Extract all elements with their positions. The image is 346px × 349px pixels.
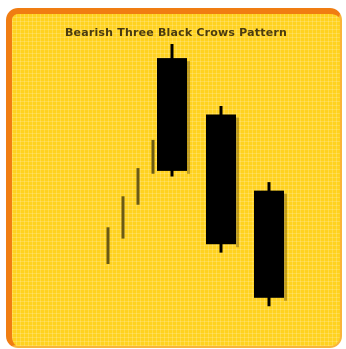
- candlestick-chart: [106, 44, 287, 307]
- chart-title: Bearish Three Black Crows Pattern: [64, 26, 288, 39]
- candle-body: [254, 190, 284, 298]
- candle-body: [157, 58, 187, 171]
- candle-shadow: [284, 193, 287, 301]
- candle-shadow: [236, 117, 239, 248]
- candle-body: [206, 114, 236, 245]
- candle-shadow: [187, 61, 190, 174]
- chart-card: Bearish Three Black Crows Pattern: [6, 8, 342, 348]
